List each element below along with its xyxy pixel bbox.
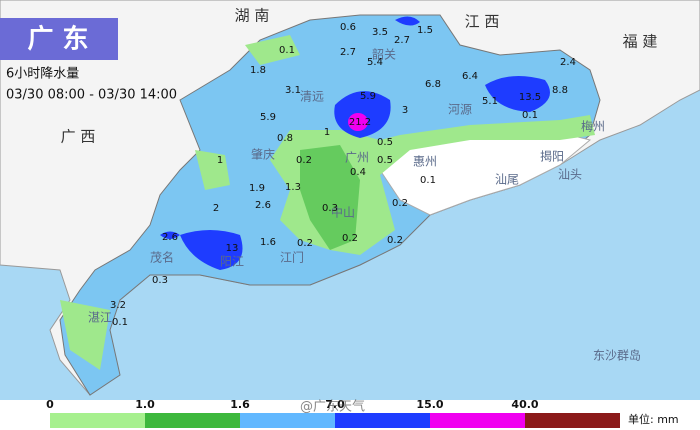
rain-value: 13.5	[519, 92, 541, 103]
rain-value: 0.3	[152, 275, 168, 286]
rain-value: 2.7	[340, 47, 356, 58]
city-label: 茂名	[150, 250, 174, 265]
rain-value: 2.6	[255, 200, 271, 211]
rain-value: 2.6	[162, 232, 178, 243]
rain-value: 3.2	[110, 300, 126, 311]
rain-value: 2	[213, 203, 219, 214]
light-rain-patches	[60, 35, 300, 370]
rain-value: 0.2	[387, 235, 403, 246]
city-label: 湛江	[88, 311, 112, 325]
rain-value: 5.9	[360, 91, 376, 102]
rain-value: 5.4	[367, 57, 383, 68]
subtitle: 6小时降水量	[6, 67, 79, 82]
rain-value: 13	[226, 243, 239, 254]
rain-value: 0.3	[322, 203, 338, 214]
legend-swatch	[50, 413, 145, 428]
rain-value: 0.5	[377, 155, 393, 166]
city-label: 河源	[448, 103, 472, 117]
region-label: 江 西	[465, 13, 500, 31]
title: 广 东	[27, 24, 88, 55]
rain-value: 21.2	[349, 117, 371, 128]
rain-value: 0.5	[377, 137, 393, 148]
legend-swatch	[145, 413, 240, 428]
city-label: 清远	[300, 90, 324, 104]
rain-value: 1.5	[417, 25, 433, 36]
legend-label: 0	[46, 398, 54, 411]
city-label: 东沙群岛	[593, 348, 641, 363]
rain-value: 2.4	[560, 57, 576, 68]
city-label: 梅州	[581, 119, 605, 134]
heavy-rain-area	[160, 16, 550, 271]
city-label: 揭阳	[540, 149, 564, 164]
rain-value: 3	[402, 105, 408, 116]
rain-value: 1	[217, 155, 223, 166]
city-label: 汕头	[558, 168, 582, 182]
legend-swatch	[525, 413, 620, 428]
time-range: 03/30 08:00 - 03/30 14:00	[6, 88, 177, 103]
region-label: 湖 南	[235, 7, 270, 25]
legend-label: 15.0	[416, 398, 443, 411]
region-label: 广 西	[61, 128, 96, 146]
city-label: 汕尾	[495, 173, 519, 187]
legend-label: 1.6	[230, 398, 250, 411]
rain-value: 0.6	[340, 22, 356, 33]
city-label: 韶关	[372, 47, 396, 62]
rain-value: 0.1	[112, 317, 128, 328]
rain-value: 0.2	[392, 198, 408, 209]
city-label: 惠州	[413, 155, 437, 169]
city-label: 中山	[331, 205, 355, 220]
city-label: 阳江	[220, 255, 244, 269]
watermark: @广东天气	[300, 399, 365, 415]
city-label: 广州	[345, 151, 369, 165]
legend-swatch	[430, 413, 525, 428]
rain-value: 0.2	[296, 155, 312, 166]
city-label: 江门	[280, 250, 304, 265]
rain-value: 0.1	[420, 175, 436, 186]
rainstorm-area	[348, 113, 368, 131]
legend: 0 1.0 1.6 7.0 15.0 40.0	[46, 398, 620, 428]
rain-value: 3.1	[285, 85, 301, 96]
rain-value: 6.4	[462, 71, 478, 82]
legend-label: 40.0	[511, 398, 538, 411]
region-label: 福 建	[623, 33, 658, 51]
rain-value: 0.1	[279, 45, 295, 56]
rain-value: 3.5	[372, 27, 388, 38]
rain-value: 5.9	[260, 112, 276, 123]
legend-label: 1.0	[135, 398, 155, 411]
legend-swatch	[240, 413, 335, 428]
moderate-rain-area	[300, 145, 360, 250]
rain-value: 1.8	[250, 65, 266, 76]
city-label: 肇庆	[251, 147, 275, 162]
rain-value: 1.6	[260, 237, 276, 248]
rain-value: 8.8	[552, 85, 568, 96]
rain-value: 2.7	[394, 35, 410, 46]
rain-value: 1	[324, 127, 330, 138]
rain-value: 0.1	[522, 110, 538, 121]
rain-value: 6.8	[425, 79, 441, 90]
legend-swatch	[335, 413, 430, 428]
legend-label: 7.0	[325, 398, 345, 411]
rain-value: 1.3	[285, 182, 301, 193]
title-box	[0, 18, 118, 60]
rain-value: 5.1	[482, 96, 498, 107]
rain-value: 0.2	[342, 233, 358, 244]
legend-unit: 单位: mm	[628, 412, 679, 426]
rain-value: 0.2	[297, 238, 313, 249]
rain-value: 0.4	[350, 167, 366, 178]
rain-value: 0.8	[277, 133, 293, 144]
rain-value: 1.9	[249, 183, 265, 194]
